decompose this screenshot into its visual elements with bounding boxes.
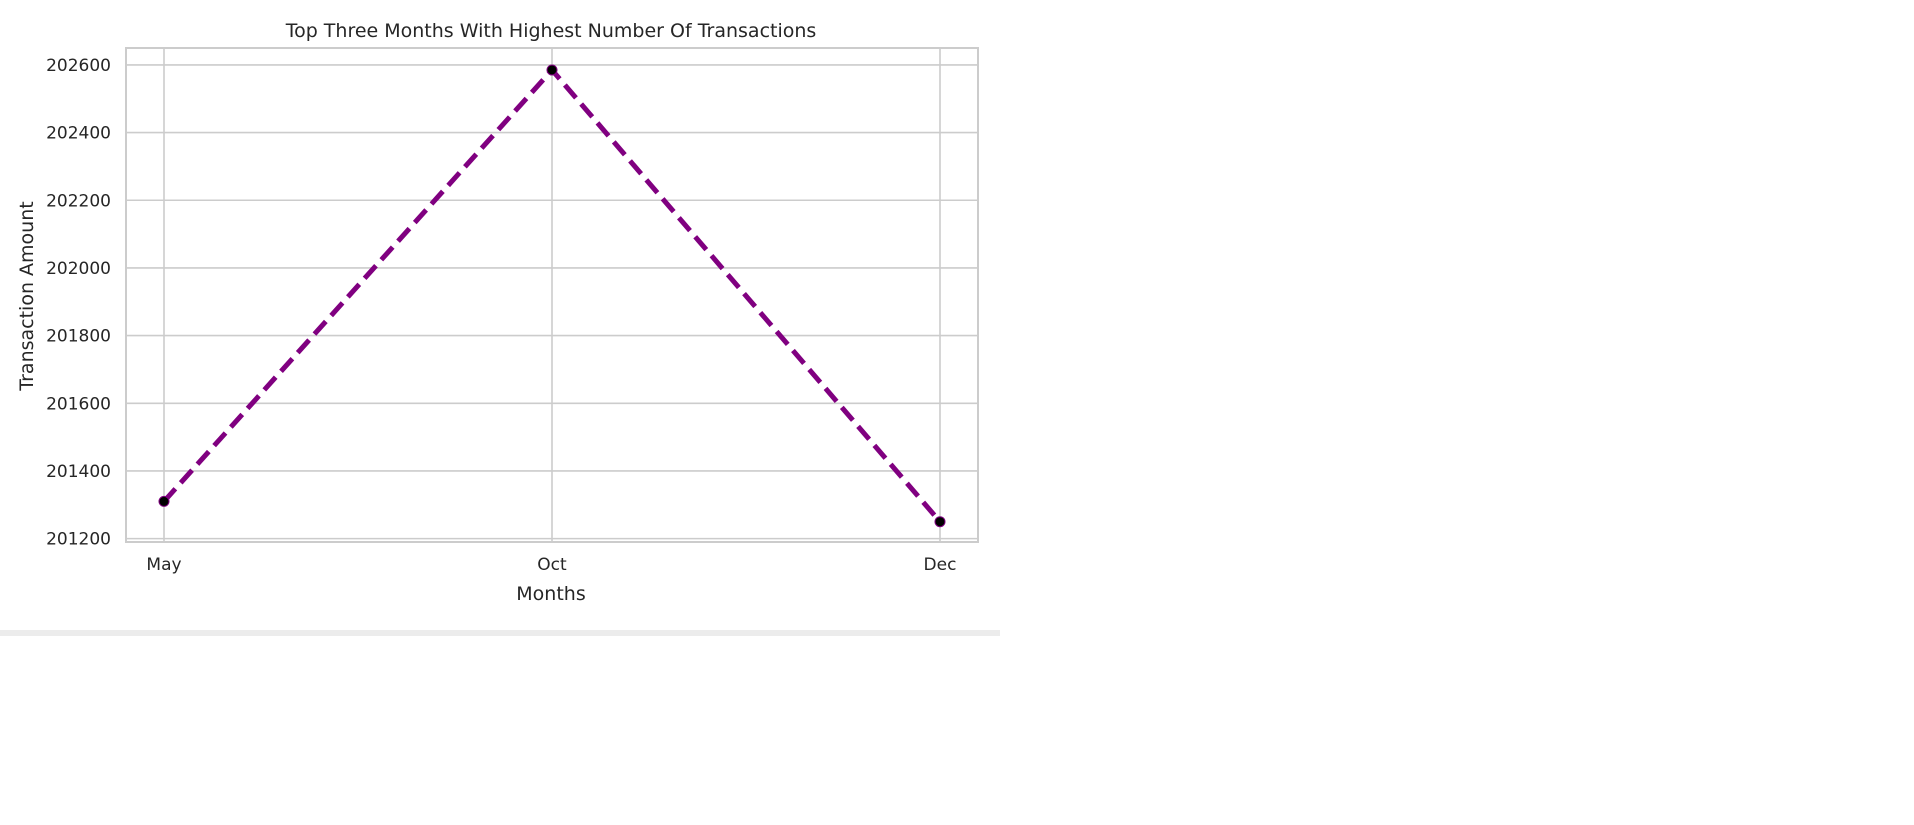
y-tick-label: 201800 (46, 327, 111, 347)
y-axis-ticks: 201200 201400 201600 201800 202000 202200 2024… (46, 56, 111, 550)
series-layer (158, 64, 946, 528)
chart-title: Top Three Months With Highest Number Of … (285, 20, 817, 42)
plot-frame (125, 47, 979, 543)
x-tick-label: May (146, 555, 181, 575)
y-axis-label: Transaction Amount (16, 201, 38, 391)
y-tick-label: 202200 (46, 191, 111, 211)
y-tick-label: 201400 (46, 462, 111, 482)
x-axis-label: Months (516, 583, 585, 605)
grid-lines (126, 48, 978, 542)
chart-svg: Top Three Months With Highest Number Of … (16, 20, 979, 605)
data-point-may (158, 495, 170, 507)
line-chart: Top Three Months With Highest Number Of … (0, 0, 1000, 640)
y-tick-label: 201200 (46, 530, 111, 550)
data-point-dec (934, 516, 946, 528)
y-tick-label: 202000 (46, 259, 111, 279)
y-tick-label: 202600 (46, 56, 111, 76)
x-axis-ticks: May Oct Dec (146, 555, 956, 575)
y-tick-label: 201600 (46, 394, 111, 414)
y-tick-label: 202400 (46, 124, 111, 144)
horizontal-scrollbar[interactable] (0, 630, 1000, 636)
x-tick-label: Dec (924, 555, 957, 575)
data-point-oct (546, 64, 558, 76)
x-tick-label: Oct (537, 555, 567, 575)
